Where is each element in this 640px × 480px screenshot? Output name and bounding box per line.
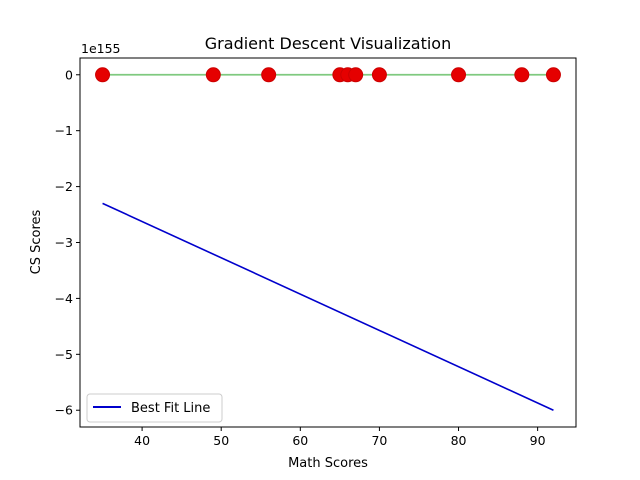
best-fit-line	[102, 202, 554, 411]
x-tick-label: 80	[451, 433, 467, 448]
data-point	[205, 67, 221, 83]
y-tick-label: −2	[55, 179, 73, 194]
x-tick-label: 60	[292, 433, 308, 448]
x-axis-label: Math Scores	[288, 456, 368, 471]
data-point	[451, 67, 467, 83]
y-tick-label: −5	[55, 347, 73, 362]
y-offset-text: 1e155	[81, 41, 121, 56]
x-tick-label: 90	[530, 433, 546, 448]
x-tick-label: 50	[213, 433, 229, 448]
data-point	[95, 67, 111, 83]
x-axis: 40 50 60 70 80 90	[134, 427, 546, 448]
legend-box	[86, 393, 223, 423]
data-point	[545, 67, 561, 83]
y-tick-label: −4	[55, 291, 73, 306]
x-tick-label: 40	[134, 433, 150, 448]
y-tick-label: 0	[65, 67, 73, 82]
x-tick-label: 70	[371, 433, 387, 448]
legend: Best Fit Line	[86, 393, 223, 423]
data-point	[514, 67, 530, 83]
legend-label-best-fit-line: Best Fit Line	[131, 401, 210, 416]
data-point	[371, 67, 387, 83]
data-point	[348, 67, 364, 83]
y-axis-label: CS Scores	[29, 209, 44, 274]
y-tick-label: −3	[55, 235, 73, 250]
y-tick-label: −1	[55, 123, 73, 138]
y-tick-label: −6	[55, 403, 73, 418]
chart-title: Gradient Descent Visualization	[205, 34, 451, 53]
data-point	[261, 67, 277, 83]
plot-area	[95, 67, 561, 411]
y-axis: 0 −1 −2 −3 −4 −5 −6	[55, 67, 80, 418]
